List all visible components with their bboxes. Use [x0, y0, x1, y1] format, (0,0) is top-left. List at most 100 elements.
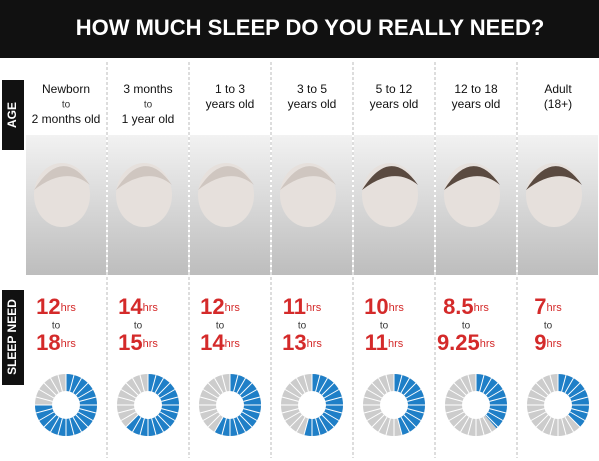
to-text: to: [52, 321, 61, 332]
donut-spoke: [75, 382, 89, 396]
to-text: to: [380, 321, 389, 332]
age-text: Newborn: [42, 82, 90, 96]
max-value: 9: [534, 330, 546, 355]
donut-spoke: [202, 411, 219, 421]
donut-spoke: [69, 374, 75, 392]
max-unit: hrs: [61, 338, 77, 350]
donut-spoke: [549, 374, 555, 392]
donut-spoke: [289, 382, 303, 396]
donut-spoke: [378, 416, 388, 433]
max-unit: hrs: [225, 338, 241, 350]
donut-spoke: [448, 411, 465, 421]
title: HOW MUCH SLEEP DO YOU REALLY NEED?: [76, 15, 545, 40]
donut-spoke: [321, 414, 335, 428]
age-text: 2 months old: [32, 112, 101, 126]
max-value: 15: [118, 330, 142, 355]
donut-spoke: [385, 418, 391, 436]
donut-spoke: [214, 377, 224, 394]
donut-spoke: [132, 377, 142, 394]
donut-spoke: [542, 377, 552, 394]
donut-spoke: [117, 396, 135, 402]
donut-spoke: [397, 418, 403, 436]
age-text: years old: [206, 97, 255, 111]
sleep-tab: [2, 290, 24, 385]
donut-spoke: [321, 382, 335, 396]
min-value: 14: [118, 294, 143, 319]
donut-spoke: [453, 382, 467, 396]
donut-spoke: [50, 377, 60, 394]
min-hours: 14hrs: [118, 294, 158, 319]
donut-spoke: [57, 418, 63, 436]
donut-spoke: [400, 377, 410, 394]
donut-spoke: [243, 408, 261, 414]
donut-fill: [394, 374, 425, 435]
max-hours: 9.25hrs: [437, 330, 496, 355]
donut-spoke: [284, 411, 301, 421]
min-unit: hrs: [474, 302, 490, 314]
donut-spoke: [489, 396, 507, 402]
donut-spoke: [132, 416, 142, 433]
donut-spoke: [403, 382, 417, 396]
donut-spoke: [318, 377, 328, 394]
age-text: 3 months: [123, 82, 172, 96]
donut-spoke: [69, 418, 75, 436]
donut-spoke: [207, 414, 221, 428]
donut-spoke: [479, 374, 485, 392]
donut-spoke: [38, 389, 55, 399]
donut-spoke: [117, 408, 135, 414]
donut-spoke: [154, 377, 164, 394]
max-hours: 13hrs: [282, 330, 322, 355]
max-unit: hrs: [480, 338, 496, 350]
donut-spoke: [79, 408, 97, 414]
min-hours: 11hrs: [283, 294, 322, 319]
donut-spoke: [120, 389, 137, 399]
sleep-need-label: SLEEP NEED: [5, 299, 19, 375]
age-text: Adult: [544, 82, 572, 96]
donut-spoke: [325, 396, 343, 402]
min-hours: 12hrs: [36, 294, 76, 319]
header-band: [0, 0, 599, 58]
min-hours: 12hrs: [200, 294, 240, 319]
donut-spoke: [564, 416, 574, 433]
donut-spoke: [527, 408, 545, 414]
donut-spoke: [43, 382, 57, 396]
donut-spoke: [75, 414, 89, 428]
donut-fill: [303, 374, 344, 437]
donut-spoke: [151, 418, 157, 436]
donut-spoke: [487, 411, 504, 421]
donut-spoke: [397, 374, 403, 392]
photo-hair: [116, 166, 172, 190]
min-hours: 8.5hrs: [443, 294, 489, 319]
donut-spoke: [405, 389, 422, 399]
max-unit: hrs: [307, 338, 323, 350]
age-text: 5 to 12: [376, 82, 413, 96]
age-label: AGE: [5, 102, 19, 128]
donut-spoke: [202, 389, 219, 399]
min-unit: hrs: [306, 302, 322, 314]
min-unit: hrs: [546, 302, 562, 314]
to-text: to: [216, 321, 225, 332]
donut-spoke: [151, 374, 157, 392]
to-text: to: [298, 321, 307, 332]
donut-spoke: [485, 382, 499, 396]
donut-spoke: [482, 416, 492, 433]
photo-hair: [34, 166, 90, 190]
donut-spoke: [325, 408, 343, 414]
donut-spoke: [549, 418, 555, 436]
donut-spoke: [569, 389, 586, 399]
donut-spoke: [77, 389, 94, 399]
min-value: 12: [200, 294, 224, 319]
donut-spoke: [407, 408, 425, 414]
donut-spoke: [487, 389, 504, 399]
donut-spoke: [315, 374, 321, 392]
donut-spoke: [296, 377, 306, 394]
donut-spoke: [400, 416, 410, 433]
donut-spoke: [467, 418, 473, 436]
donut-spoke: [38, 411, 55, 421]
donut-spoke: [35, 408, 53, 414]
donut-spoke: [527, 396, 545, 402]
donut-spoke: [43, 414, 57, 428]
age-text: 12 to 18: [454, 82, 498, 96]
min-hours: 7hrs: [534, 294, 562, 319]
